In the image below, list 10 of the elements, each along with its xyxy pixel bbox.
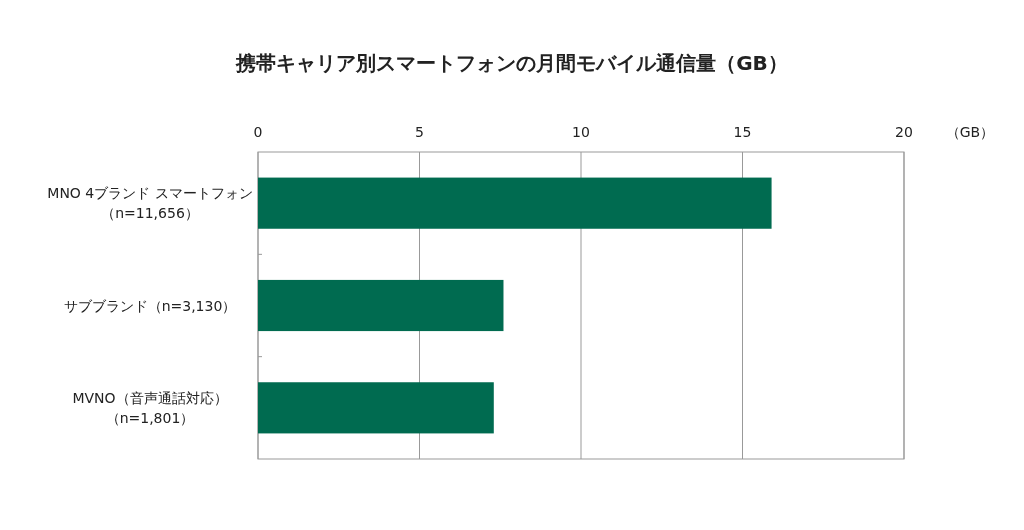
title: 携帯キャリア別スマートフォンの月間モバイル通信量（GB） bbox=[236, 51, 788, 75]
xtick: 10 bbox=[572, 124, 590, 140]
ytick: MNO 4ブランド スマートフォン（n=11,656） bbox=[47, 185, 253, 222]
ytick: MVNO（音声通話対応）（n=1,801） bbox=[72, 389, 228, 426]
xtick: 5 bbox=[415, 124, 424, 140]
xtick: 20 bbox=[895, 124, 913, 140]
xlabel: （GB） bbox=[945, 124, 995, 140]
xtick: 15 bbox=[733, 124, 752, 140]
xtick: 0 bbox=[253, 124, 263, 140]
ytick: サブブランド（n=3,130） bbox=[63, 297, 237, 314]
